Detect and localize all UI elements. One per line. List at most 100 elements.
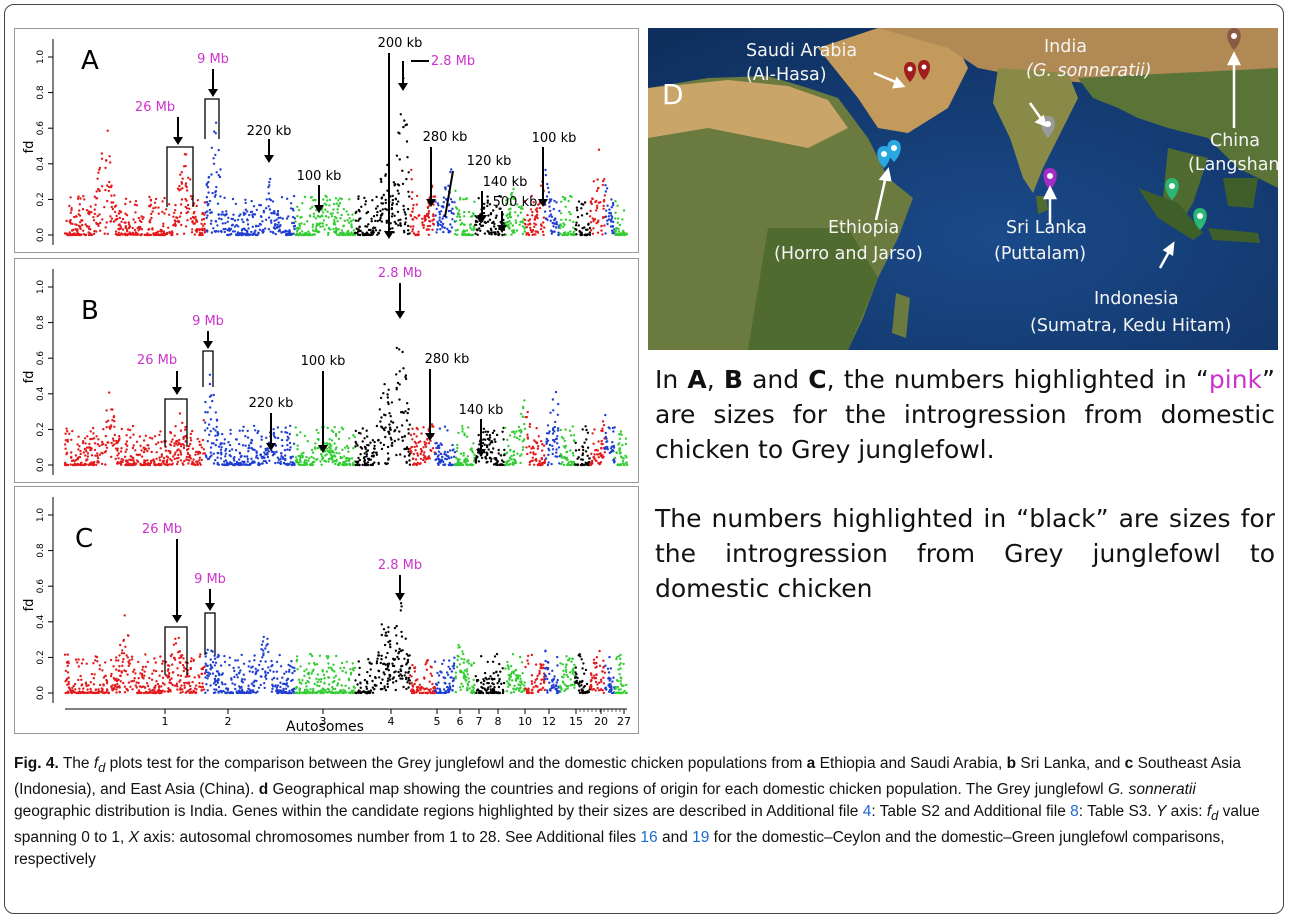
- data-point: [381, 202, 385, 205]
- y-tick-label: 0.4: [36, 614, 46, 629]
- data-point: [605, 440, 608, 444]
- data-point: [65, 451, 69, 454]
- data-point: [95, 230, 98, 233]
- data-point: [572, 226, 575, 229]
- data-point: [124, 233, 127, 237]
- data-point: [159, 655, 162, 658]
- data-point: [255, 671, 258, 674]
- data-point: [363, 678, 367, 682]
- data-point: [269, 230, 272, 233]
- data-point: [84, 691, 87, 694]
- data-point: [300, 230, 304, 233]
- data-point: [246, 460, 249, 463]
- data-point: [110, 205, 114, 209]
- data-point: [447, 455, 450, 458]
- data-point: [401, 436, 404, 439]
- data-point: [140, 449, 143, 452]
- data-point: [418, 462, 422, 466]
- data-point: [125, 214, 129, 217]
- data-point: [71, 229, 74, 232]
- data-point: [391, 227, 394, 230]
- data-point: [154, 661, 157, 664]
- data-point: [115, 691, 118, 694]
- data-point: [577, 224, 580, 227]
- data-point: [340, 426, 344, 429]
- data-point: [209, 418, 213, 421]
- data-point: [355, 442, 358, 445]
- data-point: [493, 457, 496, 460]
- data-point: [266, 451, 269, 455]
- data-point: [576, 215, 580, 219]
- data-point: [336, 684, 339, 687]
- data-point: [75, 233, 78, 237]
- data-point: [369, 668, 372, 671]
- data-point: [183, 681, 186, 685]
- data-point: [482, 438, 485, 441]
- data-point: [176, 233, 179, 236]
- data-point: [150, 678, 154, 681]
- data-point: [386, 396, 389, 399]
- data-point: [209, 430, 212, 433]
- data-point: [189, 439, 193, 442]
- data-point: [132, 461, 136, 464]
- data-point: [604, 431, 607, 435]
- data-point: [155, 457, 158, 460]
- data-point: [403, 674, 406, 677]
- data-point: [223, 463, 226, 466]
- data-point: [596, 449, 599, 452]
- data-point: [442, 201, 445, 204]
- data-point: [205, 683, 208, 686]
- data-point: [568, 210, 571, 214]
- data-point: [597, 186, 600, 190]
- data-point: [514, 221, 518, 224]
- data-point: [508, 462, 512, 466]
- data-point: [454, 671, 458, 674]
- data-point: [178, 215, 182, 218]
- data-point: [395, 373, 398, 376]
- data-point: [112, 220, 116, 223]
- data-point: [297, 454, 300, 458]
- data-point: [246, 429, 249, 433]
- data-point: [175, 216, 178, 219]
- data-point: [395, 426, 399, 429]
- data-point: [388, 423, 391, 426]
- data-point: [115, 214, 118, 218]
- data-point: [353, 435, 356, 439]
- data-point: [179, 453, 183, 456]
- data-point: [225, 691, 229, 695]
- data-point: [386, 679, 390, 683]
- data-point: [423, 677, 426, 680]
- data-point: [357, 195, 360, 198]
- data-point: [401, 350, 404, 354]
- data-point: [105, 690, 108, 694]
- data-point: [530, 447, 533, 450]
- data-point: [616, 217, 620, 220]
- annotation-220kb: 220 kb: [247, 124, 292, 139]
- data-point: [419, 447, 423, 451]
- data-point: [83, 198, 86, 201]
- data-point: [330, 668, 334, 671]
- data-point: [185, 185, 188, 189]
- data-point: [464, 459, 467, 462]
- data-point: [200, 672, 203, 676]
- data-point: [124, 202, 127, 206]
- data-point: [546, 424, 550, 427]
- data-point: [201, 211, 204, 215]
- data-point: [259, 445, 262, 448]
- data-point: [480, 456, 484, 460]
- data-point: [260, 438, 263, 441]
- data-point: [557, 446, 561, 449]
- data-point: [246, 691, 250, 694]
- data-point: [262, 209, 266, 212]
- data-point: [207, 191, 210, 194]
- data-point: [390, 444, 393, 447]
- data-point: [164, 232, 167, 236]
- data-point: [219, 457, 223, 460]
- data-point: [562, 463, 566, 467]
- data-point: [106, 441, 109, 444]
- data-point: [400, 635, 404, 638]
- data-point: [397, 224, 400, 227]
- data-point: [407, 229, 410, 232]
- data-point: [461, 430, 464, 433]
- data-point: [151, 691, 154, 695]
